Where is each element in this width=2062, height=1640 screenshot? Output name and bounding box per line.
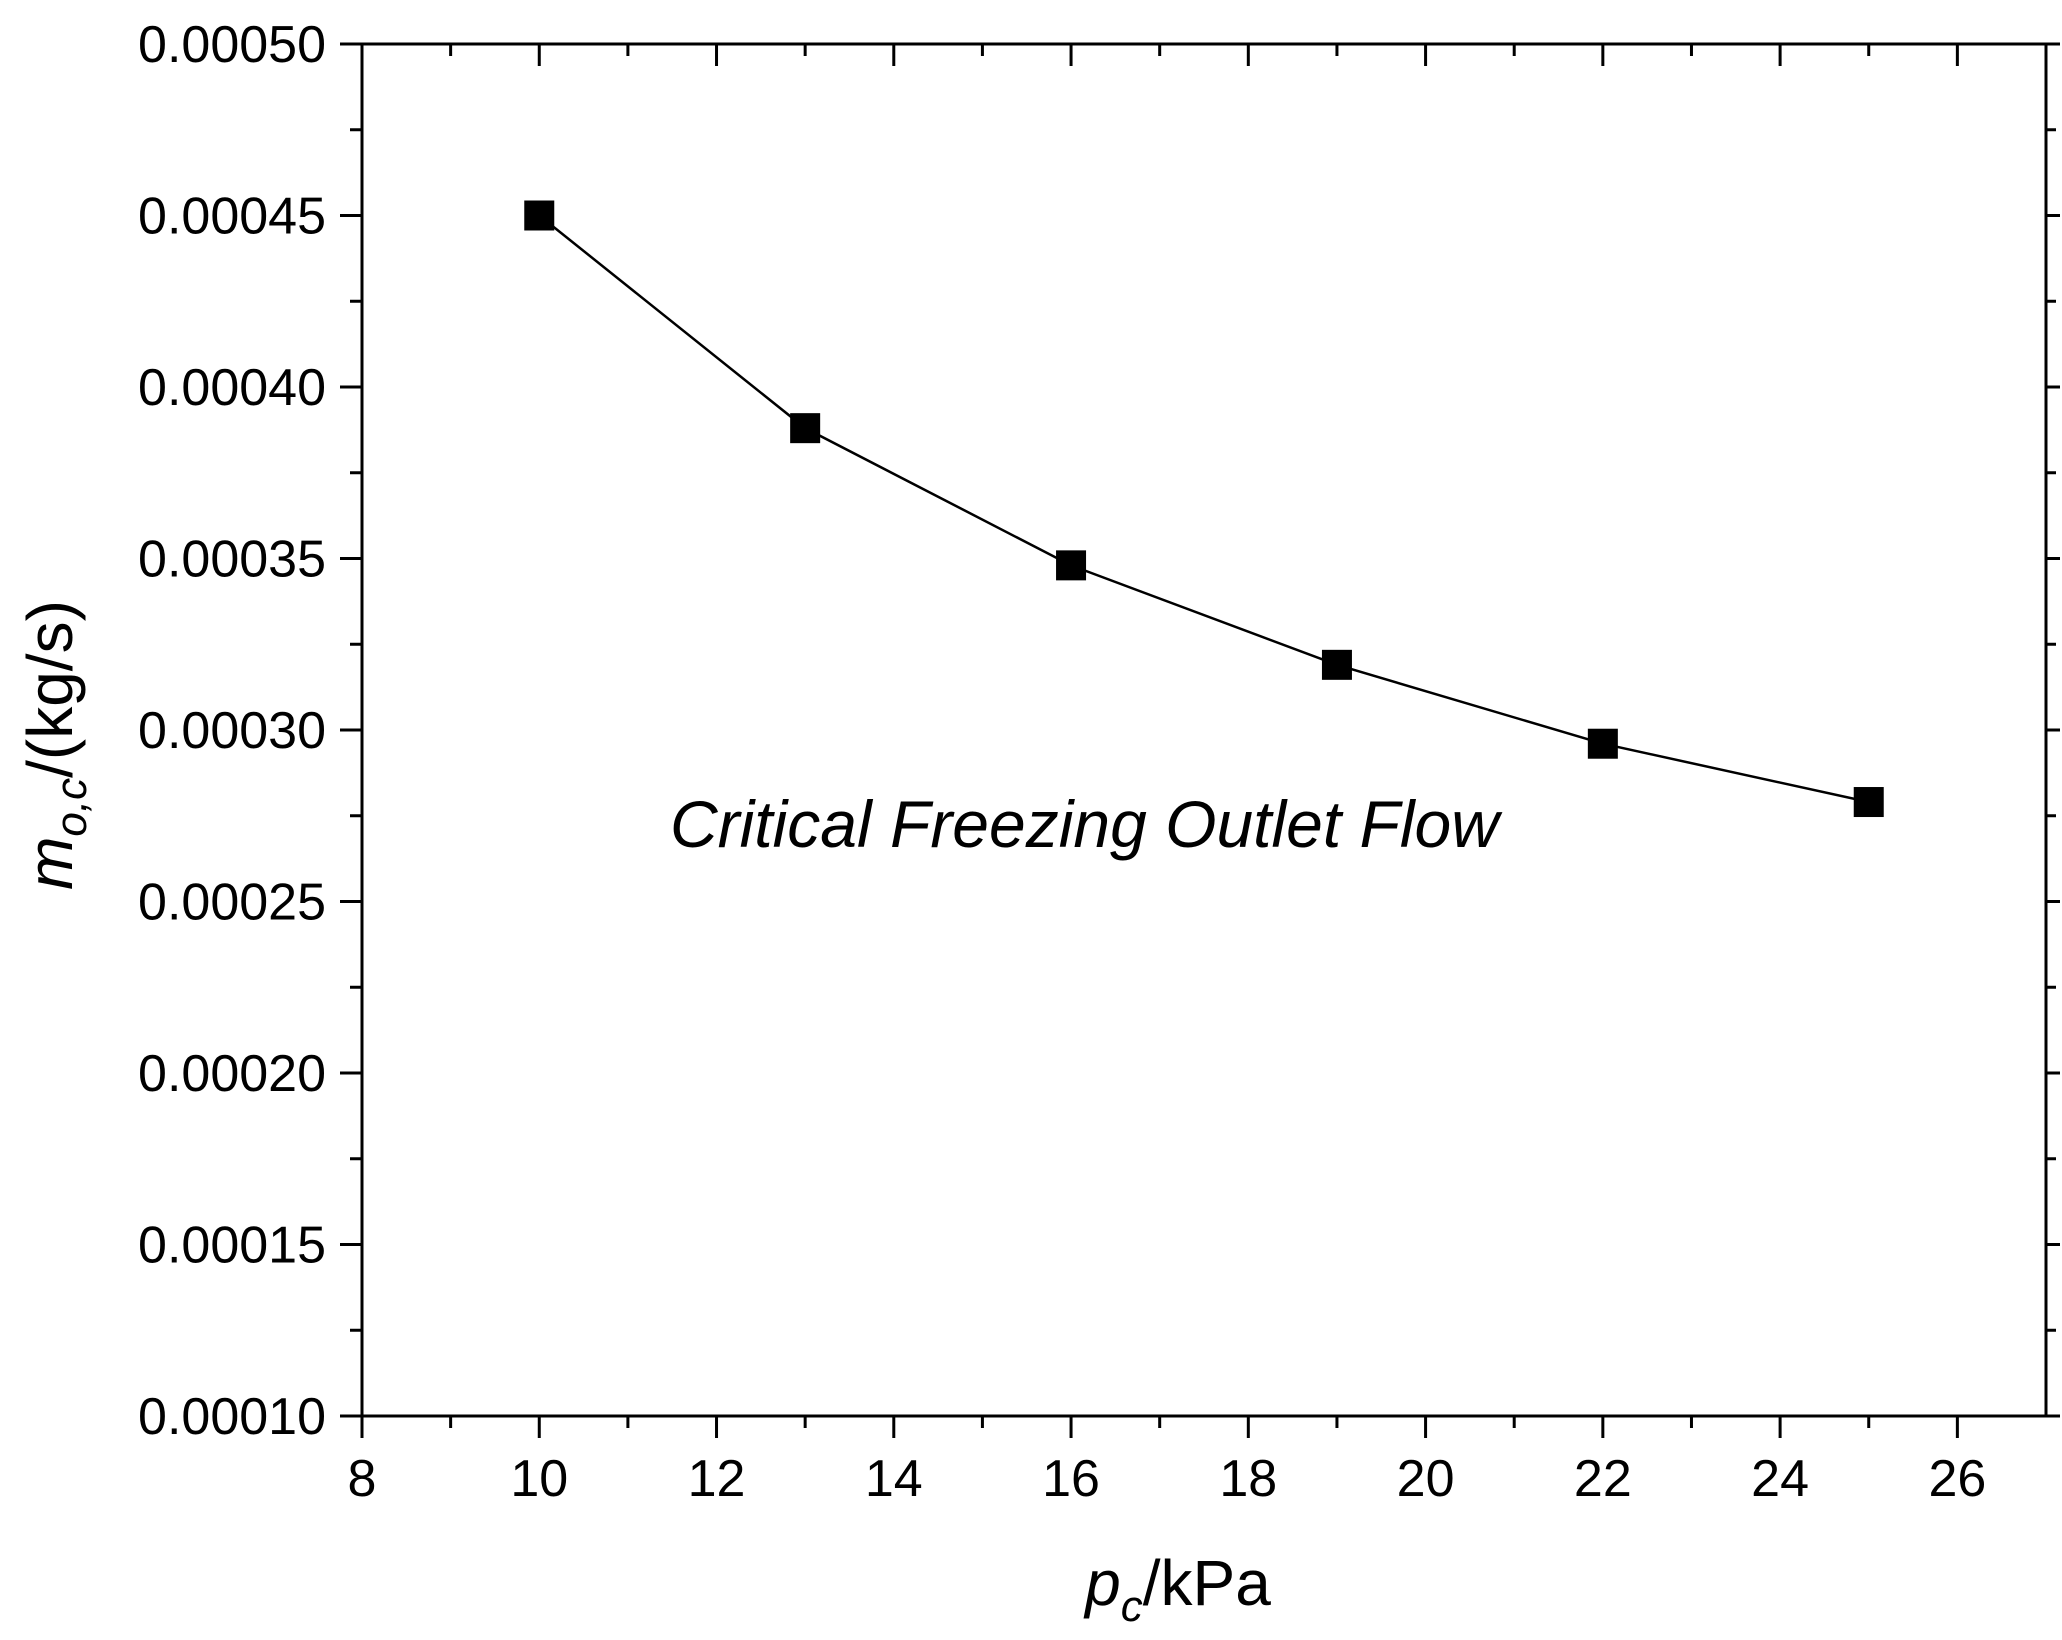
x-tick-label: 26 [1928, 1450, 1986, 1508]
y-axis-title-unit: /(kg/s) [14, 600, 86, 778]
svg-text:pc/kPa: pc/kPa [1083, 1547, 1271, 1631]
x-tick-label: 24 [1751, 1450, 1809, 1508]
x-tick-label: 12 [688, 1450, 746, 1508]
y-tick-label: 0.00020 [138, 1045, 326, 1103]
y-tick-label: 0.00040 [138, 359, 326, 417]
y-axis-title: mo,c/(kg/s) [14, 600, 96, 890]
y-tick-label: 0.00050 [138, 16, 326, 74]
y-tick-label: 0.00045 [138, 188, 326, 246]
svg-text:mo,c/(kg/s): mo,c/(kg/s) [14, 600, 96, 890]
data-point [524, 200, 555, 231]
y-tick-label: 0.00015 [138, 1217, 326, 1275]
x-tick-label: 18 [1219, 1450, 1277, 1508]
x-tick-label: 14 [865, 1450, 923, 1508]
x-axis-title-unit: /kPa [1143, 1547, 1271, 1619]
data-point [1056, 550, 1087, 581]
x-tick-label: 16 [1042, 1450, 1100, 1508]
data-point [1853, 787, 1884, 818]
x-axis-title-main: p [1083, 1547, 1121, 1619]
y-tick-label: 0.00010 [138, 1388, 326, 1446]
x-axis-title: pc/kPa [1083, 1547, 1271, 1631]
x-axis-title-sub: c [1121, 1582, 1143, 1631]
plot-frame [360, 42, 2048, 1418]
data-point [1321, 649, 1352, 680]
data-point [1587, 728, 1618, 759]
x-tick-label: 8 [348, 1450, 377, 1508]
series-line [538, 214, 1870, 804]
y-axis-title-main: m [14, 837, 86, 890]
y-tick-label: 0.00030 [138, 702, 326, 760]
chart-annotation: Critical Freezing Outlet Flow [670, 787, 1503, 861]
y-tick-label: 0.00035 [138, 531, 326, 589]
y-axis-title-sub: o,c [47, 778, 96, 837]
x-tick-label: 22 [1574, 1450, 1632, 1508]
y-tick-label: 0.00025 [138, 874, 326, 932]
x-tick-label: 10 [510, 1450, 568, 1508]
data-point [790, 413, 821, 444]
x-tick-label: 20 [1397, 1450, 1455, 1508]
